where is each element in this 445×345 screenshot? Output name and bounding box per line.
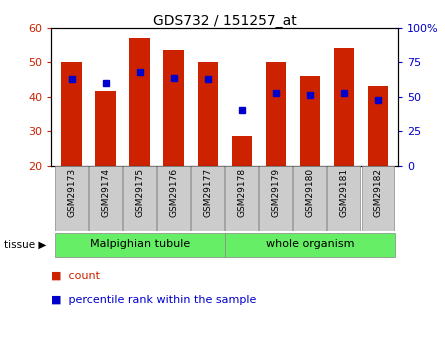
Bar <box>334 48 354 166</box>
Text: GSM29173: GSM29173 <box>67 168 76 217</box>
Bar <box>55 166 88 231</box>
Bar <box>198 62 218 166</box>
Text: ■  count: ■ count <box>51 271 100 281</box>
Bar <box>293 166 326 231</box>
Text: GSM29177: GSM29177 <box>203 168 212 217</box>
Text: GSM29182: GSM29182 <box>373 168 382 217</box>
Text: whole organism: whole organism <box>266 239 354 249</box>
Bar <box>163 50 184 166</box>
Bar <box>299 76 320 166</box>
Bar <box>259 166 292 231</box>
Text: GSM29179: GSM29179 <box>271 168 280 217</box>
Text: GSM29178: GSM29178 <box>237 168 246 217</box>
Bar <box>226 166 258 231</box>
Bar <box>55 233 225 257</box>
Bar <box>368 86 388 166</box>
Bar <box>129 38 150 166</box>
Text: GSM29175: GSM29175 <box>135 168 144 217</box>
Text: ■  percentile rank within the sample: ■ percentile rank within the sample <box>51 295 257 305</box>
Text: GSM29180: GSM29180 <box>305 168 314 217</box>
Bar <box>231 136 252 166</box>
Bar <box>123 166 156 231</box>
Text: Malpighian tubule: Malpighian tubule <box>89 239 190 249</box>
Bar <box>225 233 395 257</box>
Text: GSM29174: GSM29174 <box>101 168 110 217</box>
Bar <box>89 166 122 231</box>
Bar <box>328 166 360 231</box>
Text: GSM29176: GSM29176 <box>169 168 178 217</box>
Bar <box>95 91 116 166</box>
Bar <box>266 62 286 166</box>
Bar <box>191 166 224 231</box>
Bar <box>361 166 394 231</box>
Text: tissue ▶: tissue ▶ <box>4 240 47 250</box>
Bar <box>158 166 190 231</box>
Text: GSM29181: GSM29181 <box>340 168 348 217</box>
Bar <box>61 62 82 166</box>
Text: GDS732 / 151257_at: GDS732 / 151257_at <box>153 14 297 28</box>
